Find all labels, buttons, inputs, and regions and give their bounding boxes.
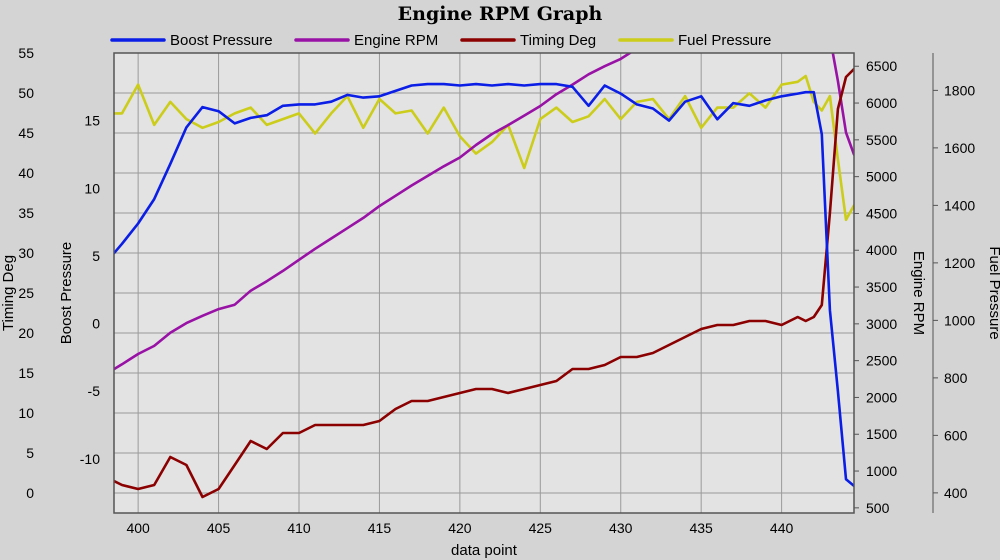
rpm-tick-label: 1500 <box>866 426 897 442</box>
boost-axis-label: Boost Pressure <box>58 242 75 345</box>
rpm-tick-label: 500 <box>866 500 890 516</box>
boost-tick-label: -10 <box>80 451 100 467</box>
fuel-tick-label: 1200 <box>944 255 975 271</box>
rpm-tick-label: 6500 <box>866 58 897 74</box>
rpm-tick-label: 3500 <box>866 279 897 295</box>
x-tick-label: 420 <box>448 520 472 536</box>
x-tick-label: 400 <box>126 520 150 536</box>
timing-tick-label: 30 <box>18 245 34 261</box>
plot-area <box>114 53 854 513</box>
rpm-tick-label: 2500 <box>866 353 897 369</box>
x-axis-label: data point <box>451 542 518 559</box>
timing-tick-label: 0 <box>26 485 34 501</box>
fuel-tick-label: 800 <box>944 370 968 386</box>
legend-label-timing-deg: Timing Deg <box>520 32 596 49</box>
x-tick-label: 425 <box>529 520 553 536</box>
boost-tick-label: 10 <box>84 180 100 196</box>
rpm-tick-label: 1000 <box>866 463 897 479</box>
timing-tick-label: 55 <box>18 45 34 61</box>
x-tick-label: 415 <box>368 520 392 536</box>
fuel-axis-label: Fuel Pressure <box>986 246 1000 339</box>
rpm-tick-label: 3000 <box>866 316 897 332</box>
rpm-tick-label: 6000 <box>866 95 897 111</box>
timing-tick-label: 10 <box>18 405 34 421</box>
timing-tick-label: 35 <box>18 205 34 221</box>
x-tick-label: 410 <box>287 520 311 536</box>
timing-tick-label: 15 <box>18 365 34 381</box>
boost-tick-label: 5 <box>92 248 100 264</box>
fuel-tick-label: 1000 <box>944 312 975 328</box>
legend-label-fuel-pressure: Fuel Pressure <box>678 32 771 49</box>
timing-tick-label: 45 <box>18 125 34 141</box>
fuel-tick-label: 1800 <box>944 82 975 98</box>
legend-label-boost-pressure: Boost Pressure <box>170 32 273 49</box>
grid <box>114 52 854 513</box>
fuel-tick-label: 1600 <box>944 140 975 156</box>
fuel-tick-label: 1400 <box>944 197 975 213</box>
axes: 400 405 410 415 420 425 430 435 4400510152025303… <box>0 45 1000 536</box>
x-tick-label: 435 <box>689 520 713 536</box>
series-layer <box>114 53 854 499</box>
rpm-tick-label: 4500 <box>866 205 897 221</box>
timing-tick-label: 40 <box>18 165 34 181</box>
x-tick-label: 405 <box>207 520 231 536</box>
x-tick-label: 430 <box>609 520 633 536</box>
boost-tick-label: -5 <box>88 383 101 399</box>
plot-frame <box>113 52 855 514</box>
timing-tick-label: 5 <box>26 445 34 461</box>
timing-axis-label: Timing Deg <box>0 255 17 331</box>
timing-tick-label: 20 <box>18 325 34 341</box>
legend: Boost Pressure Engine RPM Timing Deg Fuel P… <box>110 32 771 49</box>
x-tick-label: 440 <box>770 520 794 536</box>
fuel-tick-label: 400 <box>944 485 968 501</box>
rpm-tick-label: 4000 <box>866 242 897 258</box>
rpm-tick-label: 5500 <box>866 132 897 148</box>
rpm-axis-label: Engine RPM <box>910 251 927 335</box>
rpm-tick-label: 5000 <box>866 169 897 185</box>
series-line-boost-pressure <box>114 82 854 488</box>
rpm-tick-label: 2000 <box>866 389 897 405</box>
fuel-tick-label: 600 <box>944 427 968 443</box>
timing-tick-label: 25 <box>18 285 34 301</box>
timing-tick-label: 50 <box>18 85 34 101</box>
boost-tick-label: 15 <box>84 113 100 129</box>
boost-tick-label: 0 <box>92 316 100 332</box>
series-line-engine-rpm <box>114 53 854 371</box>
legend-label-engine-rpm: Engine RPM <box>354 32 438 49</box>
series-line-timing-deg <box>114 67 854 499</box>
chart-title: Engine RPM Graph <box>398 3 603 25</box>
